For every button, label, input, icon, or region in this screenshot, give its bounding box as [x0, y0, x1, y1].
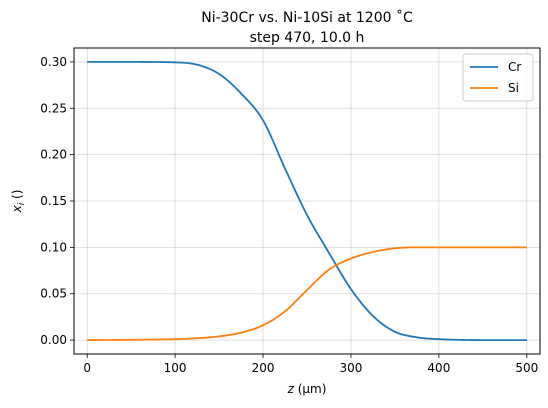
y-tick-label: 0.25	[40, 101, 67, 115]
x-tick-label: 0	[83, 361, 91, 375]
x-axis-label-var: z	[287, 382, 295, 396]
y-tick-label: 0.05	[40, 287, 67, 301]
y-axis-label-var: x	[10, 204, 24, 213]
x-tick-label: 100	[164, 361, 187, 375]
legend-label-si: Si	[508, 81, 519, 95]
chart-title-line2: step 470, 10.0 h	[250, 30, 365, 46]
x-axis-label-unit: (μm)	[294, 382, 327, 396]
series-line-cr	[87, 61, 527, 341]
y-tick-label: 0.30	[40, 55, 67, 69]
y-tick-label: 0.00	[40, 333, 67, 347]
x-tick-label: 500	[515, 361, 538, 375]
x-axis-label: z (μm)	[287, 382, 327, 396]
y-tick-label: 0.10	[40, 240, 67, 254]
x-tick-label: 400	[427, 361, 450, 375]
y-axis-label: xi ()	[10, 190, 27, 214]
chart-title-line1: Ni-30Cr vs. Ni-10Si at 1200 ˚C	[201, 9, 413, 26]
legend: Cr Si	[462, 53, 534, 102]
y-axis-label-unit: ()	[10, 190, 24, 203]
y-tick-label: 0.15	[40, 194, 67, 208]
x-tick-label: 300	[340, 361, 363, 375]
series-line-si	[87, 246, 527, 341]
series-lines	[87, 61, 527, 341]
grid-lines	[74, 48, 540, 354]
legend-box	[462, 53, 534, 102]
legend-label-cr: Cr	[508, 60, 521, 74]
y-tick-label: 0.20	[40, 148, 67, 162]
y-axis-label-sub: i	[17, 202, 27, 205]
axis-ticks: 0 100 200 300 400 500 0.00 0.05 0.10 0.15 0.20 0.25…	[40, 55, 538, 375]
x-tick-label: 200	[252, 361, 275, 375]
